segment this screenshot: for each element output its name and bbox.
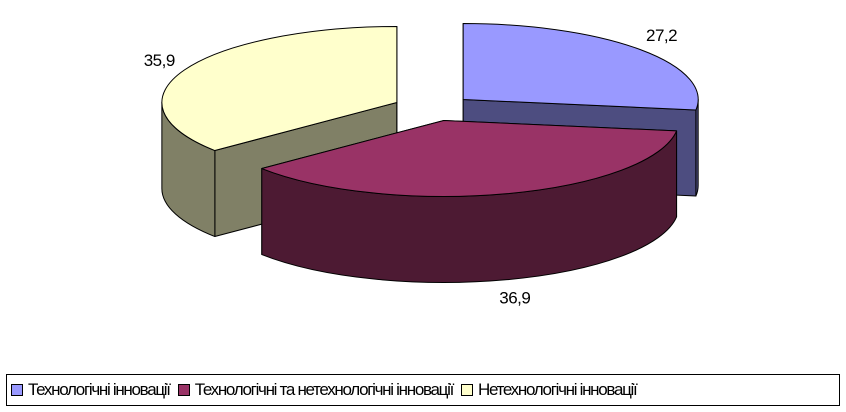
legend: Технологічні інновації Технологічні та н… <box>6 374 840 406</box>
pie-slice <box>261 119 678 283</box>
legend-item: Технологічні інновації <box>11 380 171 400</box>
slice-top-face <box>261 119 678 197</box>
data-label: 35,9 <box>144 51 175 70</box>
slice-top-face <box>161 25 398 152</box>
legend-label: Нетехнологічні інновації <box>478 380 638 399</box>
legend-item: Нетехнологічні інновації <box>461 380 638 400</box>
legend-item: Технологічні та нетехнологічні інновації <box>177 380 455 400</box>
data-label: 36,9 <box>499 288 530 307</box>
pie-chart: 27,2 36,9 35,9 <box>144 23 699 307</box>
data-label: 27,2 <box>646 26 677 45</box>
slice-outer-wall <box>695 99 699 197</box>
legend-swatch <box>461 384 474 396</box>
legend-label: Технологічні та нетехнологічні інновації <box>194 380 455 399</box>
legend-swatch <box>177 384 190 396</box>
legend-label: Технологічні інновації <box>28 380 171 399</box>
slice-top-face <box>462 23 699 111</box>
data-labels: 27,2 36,9 35,9 <box>144 26 678 307</box>
pie-slices <box>161 23 699 283</box>
legend-swatch <box>11 384 23 396</box>
